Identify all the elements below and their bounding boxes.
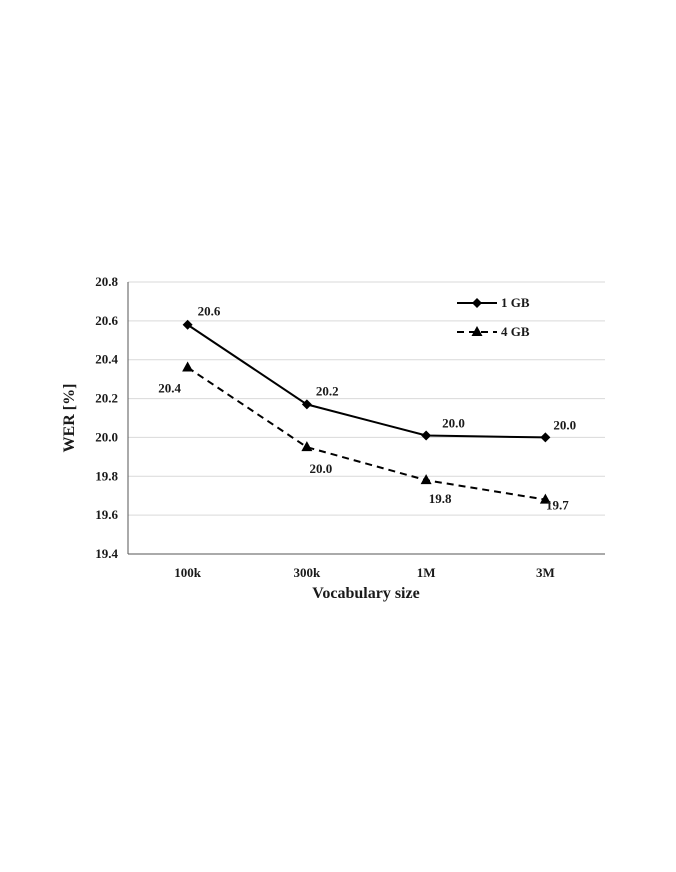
series-point-1 <box>421 430 432 441</box>
legend: 1 GB 4 GB <box>457 295 530 339</box>
series-point-1 <box>540 432 551 443</box>
data-label: 20.0 <box>310 461 333 476</box>
legend-marker-1 <box>472 298 482 308</box>
legend-label-2: 4 GB <box>501 324 530 339</box>
data-label: 19.8 <box>429 491 452 506</box>
y-tick-label: 20.6 <box>95 313 118 328</box>
y-tick-label: 20.2 <box>95 391 118 406</box>
data-labels: 20.6 20.2 20.0 20.0 20.4 20.0 19.8 19.7 <box>158 304 576 513</box>
series-point-2 <box>539 493 551 504</box>
series <box>182 319 551 504</box>
data-label: 20.2 <box>316 383 339 398</box>
data-label: 20.0 <box>442 415 465 430</box>
legend-label-1: 1 GB <box>501 295 530 310</box>
gridlines <box>128 281 605 516</box>
series-point-2 <box>420 474 432 485</box>
x-tick-label: 300k <box>294 565 322 580</box>
series-line-2 <box>187 366 546 501</box>
y-tick-label: 19.8 <box>95 468 118 483</box>
series-point-1 <box>301 399 312 410</box>
data-label: 20.6 <box>198 304 221 319</box>
data-label: 20.0 <box>553 417 576 432</box>
x-tick-label: 3M <box>536 565 555 580</box>
x-tick-labels: 100k 300k 1M 3M <box>174 565 555 580</box>
series-point-1 <box>182 319 193 330</box>
axes <box>127 282 605 555</box>
y-tick-label: 20.4 <box>95 352 118 367</box>
y-tick-label: 20.0 <box>95 429 118 444</box>
x-axis-title: Vocabulary size <box>312 585 419 602</box>
y-tick-labels: 19.4 19.6 19.8 20.0 20.2 20.4 20.6 20.8 <box>95 274 118 561</box>
legend-marker-2 <box>471 326 483 336</box>
y-axis-title: WER [%] <box>61 384 78 453</box>
data-label: 20.4 <box>158 380 181 395</box>
x-tick-label: 100k <box>174 565 202 580</box>
series-point-2 <box>301 441 313 452</box>
y-tick-label: 19.4 <box>95 546 118 561</box>
series-point-2 <box>182 361 194 372</box>
x-tick-label: 1M <box>417 565 436 580</box>
y-tick-label: 20.8 <box>95 274 118 289</box>
series-line-1 <box>187 323 546 439</box>
y-tick-label: 19.6 <box>95 507 118 522</box>
data-label: 19.7 <box>546 498 569 513</box>
